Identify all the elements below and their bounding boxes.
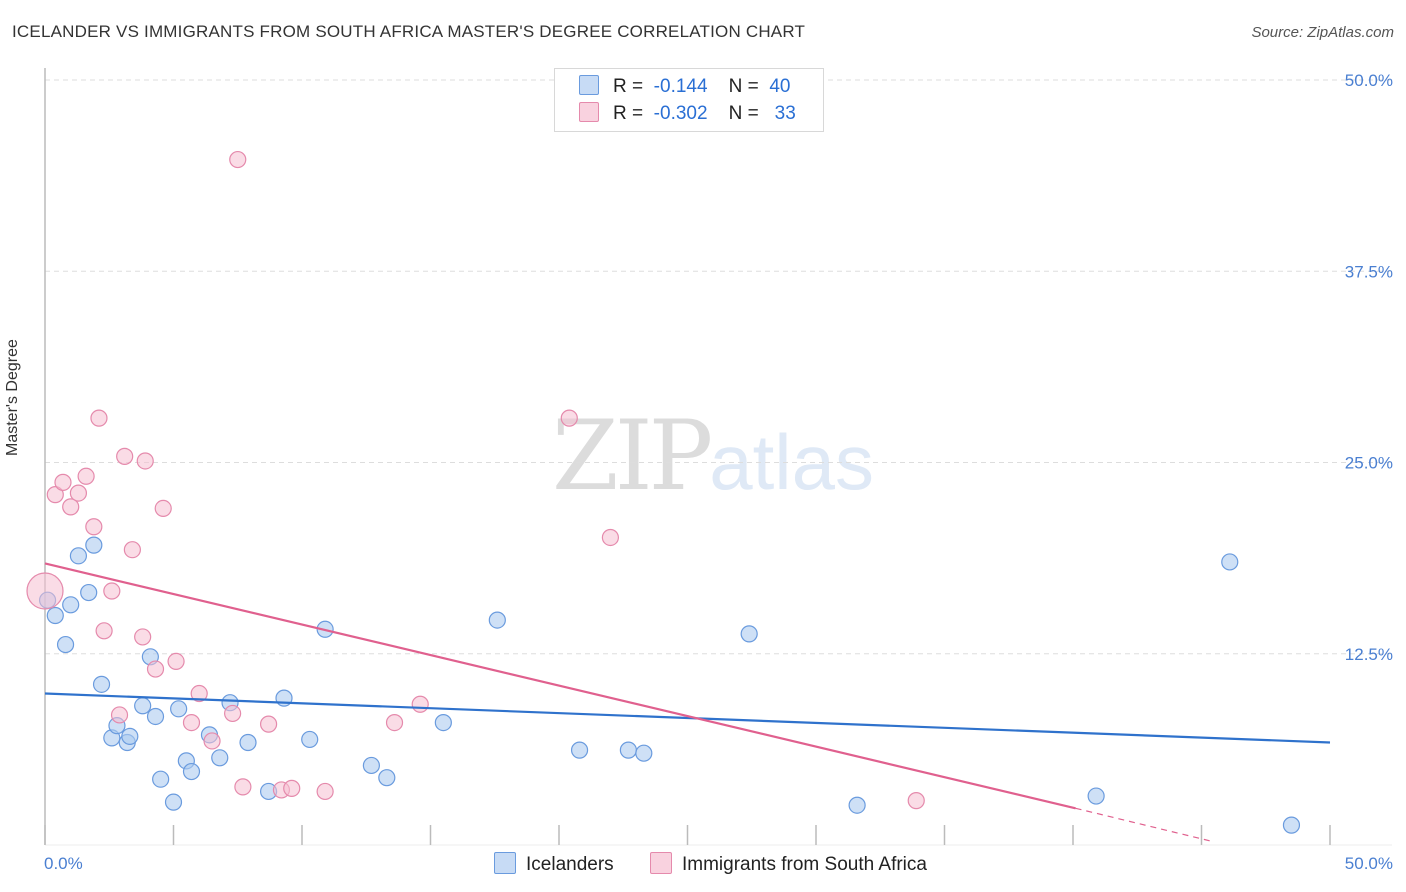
south-africa-point bbox=[95, 622, 113, 640]
icelander-point bbox=[92, 675, 111, 693]
legend-r-value: -0.302 bbox=[653, 103, 708, 124]
icelander-point bbox=[362, 756, 380, 775]
south-africa-point bbox=[182, 713, 201, 732]
icelander-point bbox=[182, 762, 201, 781]
icelander-point bbox=[69, 547, 88, 565]
legend-swatch-blue bbox=[494, 852, 516, 874]
south-africa-point bbox=[601, 528, 620, 547]
south-africa-point bbox=[385, 713, 404, 732]
legend-swatch-blue bbox=[579, 75, 599, 95]
legend-n-value: 40 bbox=[769, 76, 791, 97]
legend-row-icelanders: R = -0.144 N = 40 bbox=[579, 75, 790, 101]
south-africa-point bbox=[62, 498, 80, 516]
south-africa-point bbox=[229, 150, 247, 169]
legend-swatch-pink bbox=[579, 102, 599, 122]
south-africa-point bbox=[46, 486, 64, 504]
icelander-point bbox=[85, 536, 103, 554]
icelander-point bbox=[378, 769, 396, 787]
icelander-point bbox=[1221, 553, 1239, 571]
south-africa-point bbox=[69, 484, 88, 502]
south-africa-trendline bbox=[44, 562, 1076, 810]
y-tick-label: 25.0% bbox=[1345, 454, 1393, 473]
icelander-point bbox=[570, 741, 589, 759]
legend-item-south-africa: Immigrants from South Africa bbox=[650, 852, 927, 876]
legend-label-south-africa: Immigrants from South Africa bbox=[682, 854, 927, 875]
south-africa-point bbox=[224, 704, 242, 723]
south-africa-point bbox=[110, 706, 129, 724]
series-legend: Icelanders Immigrants from South Africa bbox=[0, 852, 1406, 878]
legend-item-icelanders: Icelanders bbox=[494, 852, 614, 876]
legend-n-value: 33 bbox=[774, 103, 796, 124]
south-africa-point bbox=[234, 778, 252, 796]
icelander-point bbox=[46, 606, 64, 625]
icelander-point bbox=[121, 727, 139, 745]
x-tick-label: 50.0% bbox=[1345, 854, 1393, 873]
south-africa-point bbox=[411, 695, 429, 713]
icelander-point bbox=[80, 583, 98, 602]
icelander-point bbox=[1087, 787, 1105, 805]
y-tick-label: 37.5% bbox=[1345, 262, 1393, 281]
south-africa-point bbox=[134, 628, 152, 646]
south-africa-trendline-extension bbox=[1075, 807, 1215, 843]
icelander-trendline bbox=[44, 692, 1331, 744]
icelander-point bbox=[488, 611, 506, 629]
icelander-point bbox=[56, 635, 75, 654]
south-africa-point bbox=[259, 715, 278, 733]
icelander-point bbox=[239, 733, 257, 752]
icelander-point bbox=[164, 793, 183, 811]
legend-row-south-africa: R = -0.302 N = 33 bbox=[579, 102, 796, 128]
chart-title: ICELANDER VS IMMIGRANTS FROM SOUTH AFRIC… bbox=[12, 22, 806, 41]
south-africa-point bbox=[146, 660, 165, 678]
south-africa-point bbox=[167, 652, 185, 671]
south-africa-point bbox=[190, 684, 208, 703]
south-africa-point bbox=[54, 473, 72, 491]
south-africa-point bbox=[90, 409, 108, 427]
legend-swatch-pink bbox=[650, 852, 672, 874]
icelander-point bbox=[134, 697, 152, 715]
south-africa-point bbox=[85, 518, 103, 536]
icelander-point bbox=[635, 744, 653, 762]
icelander-point bbox=[301, 730, 319, 749]
source-credit: Source: ZipAtlas.com bbox=[1251, 24, 1394, 41]
icelander-point bbox=[170, 700, 188, 718]
icelander-point bbox=[152, 770, 170, 788]
legend-n-label: N = bbox=[728, 103, 759, 124]
south-africa-point bbox=[283, 779, 301, 797]
south-africa-point bbox=[103, 582, 121, 600]
icelander-point bbox=[211, 749, 229, 767]
icelander-point bbox=[740, 625, 758, 643]
south-africa-point bbox=[136, 452, 154, 470]
watermark-zip: ZIP bbox=[552, 400, 713, 512]
legend-label-icelanders: Icelanders bbox=[526, 854, 614, 875]
y-tick-label: 12.5% bbox=[1345, 645, 1393, 664]
south-africa-point bbox=[560, 409, 578, 427]
correlation-legend: R = -0.144 N = 40 R = -0.302 N = 33 bbox=[554, 68, 824, 132]
south-africa-point bbox=[316, 782, 334, 801]
icelander-point bbox=[434, 713, 452, 732]
south-africa-point bbox=[116, 447, 134, 465]
icelander-point bbox=[619, 741, 637, 759]
x-tick-label: 0.0% bbox=[44, 854, 83, 873]
icelander-point bbox=[146, 707, 165, 726]
legend-r-label: R = bbox=[613, 103, 644, 124]
south-africa-point bbox=[26, 572, 64, 610]
y-tick-label: 50.0% bbox=[1345, 71, 1393, 90]
south-africa-point bbox=[907, 792, 925, 810]
south-africa-point bbox=[154, 499, 172, 517]
legend-n-label: N = bbox=[728, 76, 759, 97]
south-africa-point bbox=[123, 541, 141, 559]
legend-r-label: R = bbox=[613, 76, 644, 97]
legend-r-value: -0.144 bbox=[653, 76, 708, 97]
icelander-point bbox=[848, 796, 866, 814]
icelander-point bbox=[62, 596, 80, 614]
south-africa-point bbox=[203, 732, 221, 750]
south-africa-point bbox=[77, 467, 95, 485]
icelander-point bbox=[1282, 816, 1301, 834]
